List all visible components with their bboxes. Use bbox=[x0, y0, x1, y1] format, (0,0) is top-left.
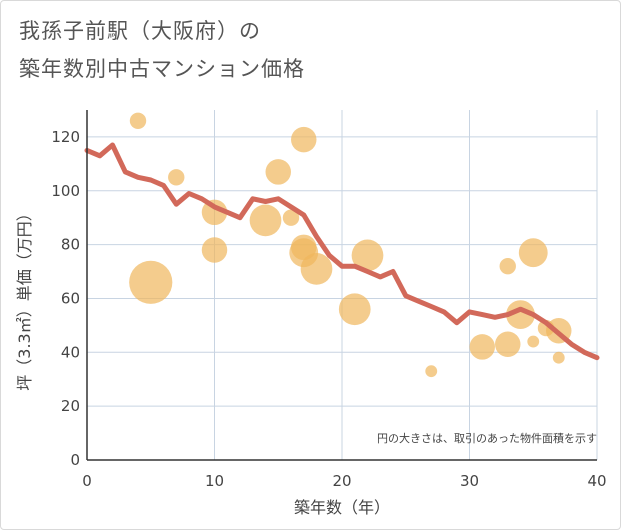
y-axis-label: 坪（3.3㎡）単価（万円） bbox=[15, 205, 34, 390]
bubble-point bbox=[506, 300, 535, 330]
bubble-point bbox=[282, 209, 300, 226]
bubble-point bbox=[249, 204, 282, 237]
x-tick-label: 0 bbox=[82, 472, 92, 490]
y-tick-label: 60 bbox=[61, 289, 80, 307]
y-tick-label: 80 bbox=[61, 236, 80, 254]
bubble-point bbox=[168, 169, 185, 186]
chart-title-line1: 我孫子前駅（大阪府）の bbox=[19, 19, 261, 43]
y-tick-label: 20 bbox=[61, 397, 80, 415]
x-tick-label: 30 bbox=[460, 472, 479, 490]
size-legend-note: 円の大きさは、取引のあった物件面積を示す bbox=[377, 431, 597, 445]
gridlines bbox=[87, 110, 598, 460]
bubble-point bbox=[201, 199, 228, 226]
bubble-point bbox=[129, 112, 147, 129]
bubble-point bbox=[425, 365, 438, 378]
y-tick-label: 120 bbox=[51, 128, 80, 146]
bubble-point bbox=[499, 257, 516, 275]
bubble-point bbox=[351, 239, 384, 272]
y-tick-label: 0 bbox=[70, 451, 80, 469]
axes bbox=[86, 110, 597, 461]
bubble-point bbox=[495, 331, 521, 357]
bubble-point bbox=[338, 293, 371, 326]
y-tick-label: 40 bbox=[61, 343, 80, 361]
bubble-point bbox=[518, 238, 548, 268]
x-axis-label: 築年数（年） bbox=[294, 498, 390, 517]
chart-title-line2: 築年数別中古マンション価格 bbox=[19, 57, 305, 81]
bubble-series bbox=[129, 112, 572, 378]
bubble-point bbox=[129, 260, 173, 304]
bubble-point bbox=[300, 252, 333, 285]
tick-labels: 0 10 20 30 40 0 20 40 60 80 100 120 bbox=[51, 128, 606, 490]
bubble-point bbox=[552, 351, 565, 364]
y-tick-label: 100 bbox=[51, 182, 80, 200]
x-tick-label: 40 bbox=[587, 472, 606, 490]
bubble-point bbox=[291, 126, 317, 153]
bubble-point bbox=[201, 237, 228, 263]
bubble-point bbox=[265, 159, 291, 185]
x-tick-label: 20 bbox=[332, 472, 351, 490]
trend-line bbox=[84, 142, 600, 361]
bubble-point bbox=[527, 335, 540, 348]
bubble-point bbox=[469, 334, 495, 360]
x-tick-label: 10 bbox=[205, 472, 224, 490]
